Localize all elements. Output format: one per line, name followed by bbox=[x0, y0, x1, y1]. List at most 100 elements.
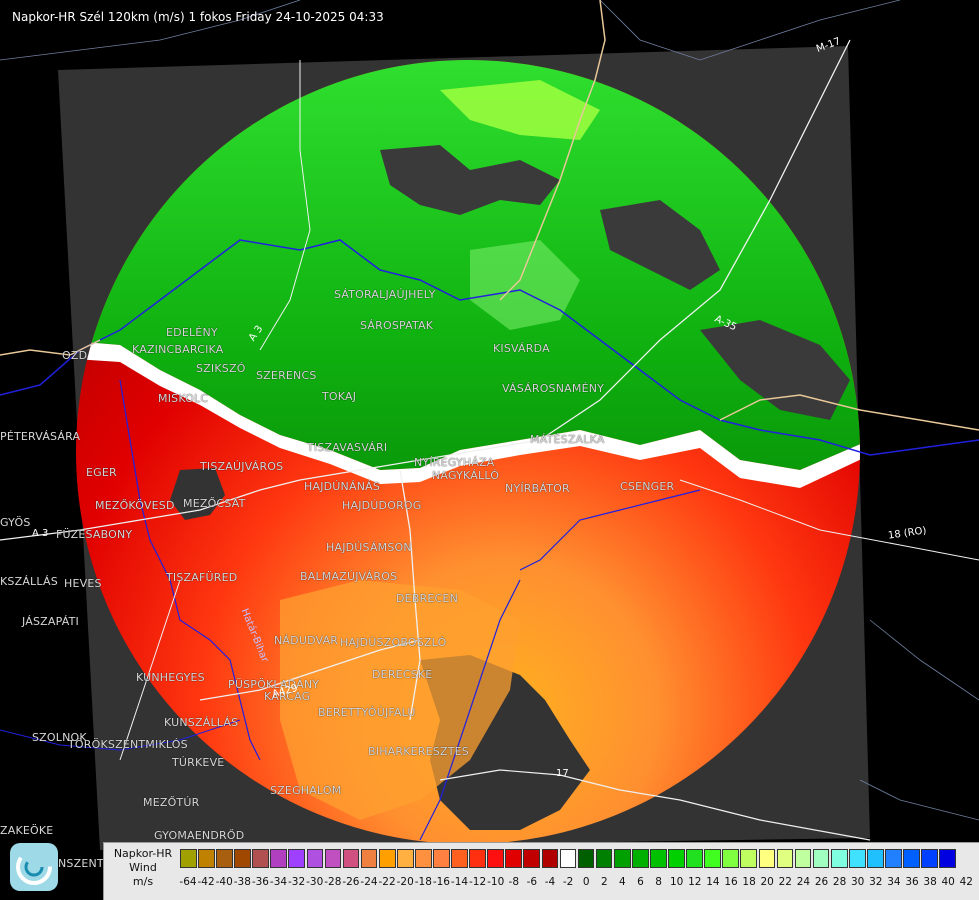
place-label: KISVÁRDA bbox=[493, 342, 550, 355]
place-label: SZIKSZÓ bbox=[196, 362, 246, 375]
legend-tick-label: -2 bbox=[562, 876, 574, 888]
legend-swatch bbox=[650, 849, 667, 868]
legend-tick-label: 30 bbox=[851, 876, 865, 888]
legend-swatch bbox=[324, 849, 342, 868]
legend-swatch bbox=[758, 849, 776, 868]
legend-tick-label: -20 bbox=[396, 876, 414, 888]
place-label: TOKAJ bbox=[322, 390, 357, 403]
road-line bbox=[399, 469, 421, 721]
legend-tick-label: -6 bbox=[526, 876, 538, 888]
legend-tick-label: -38 bbox=[233, 876, 251, 888]
legend-title-line: Napkor-HR bbox=[113, 847, 173, 860]
country-border-north bbox=[0, 339, 101, 356]
legend-tick-label: 16 bbox=[724, 876, 738, 888]
no-data-area bbox=[170, 468, 225, 520]
place-label: TÚRKEVE bbox=[172, 756, 225, 769]
place-label: PÜSPÖKLADÁNY bbox=[228, 678, 320, 691]
legend-swatch bbox=[342, 849, 360, 868]
legend-tick-label: -12 bbox=[469, 876, 487, 888]
legend-swatch bbox=[595, 849, 613, 868]
legend-swatch bbox=[939, 849, 956, 868]
legend-swatch bbox=[848, 849, 866, 868]
place-label: KAZINCBARCIKA bbox=[132, 343, 224, 356]
place-label: TISZAVASVÁRI bbox=[307, 441, 388, 454]
place-label: MEZŐTÚR bbox=[143, 796, 200, 809]
border-line bbox=[0, 239, 979, 456]
place-label: TÖRÖKSZENTMIKLÓS bbox=[68, 738, 188, 751]
road-line bbox=[259, 60, 311, 351]
place-label: FÜZESABONY bbox=[56, 528, 133, 541]
legend-swatch bbox=[469, 849, 486, 868]
legend-swatch bbox=[234, 849, 251, 868]
legend-tick-label: 26 bbox=[814, 876, 829, 888]
legend-tick-label: -16 bbox=[432, 876, 450, 888]
strong-outbound-area bbox=[280, 580, 520, 820]
place-label: HAJDÚSÁMSON bbox=[326, 541, 412, 554]
legend-swatch bbox=[306, 849, 324, 868]
road-label: 17 bbox=[556, 768, 569, 779]
legend-swatch bbox=[866, 849, 884, 868]
legend-tick-label: -42 bbox=[197, 876, 215, 888]
legend-title: Napkor-HR Wind m/s bbox=[108, 847, 178, 889]
place-label: ZAKEÖKE bbox=[0, 824, 54, 837]
place-label: BALMAZÚJVÁROS bbox=[300, 570, 398, 583]
legend-tick-label: 36 bbox=[905, 876, 919, 888]
inbound-wind-area bbox=[76, 60, 860, 470]
legend-swatch bbox=[396, 849, 414, 868]
legend-swatch bbox=[903, 849, 920, 868]
place-label: NYÍRBÁTOR bbox=[505, 482, 570, 495]
legend-tick-label: -34 bbox=[269, 876, 288, 888]
weather-service-logo bbox=[10, 843, 58, 891]
road-line bbox=[479, 39, 851, 451]
legend-tick-label: -36 bbox=[251, 876, 269, 888]
legend-tick-label: 32 bbox=[869, 876, 883, 888]
place-label: KUNSZÁLLÁS bbox=[164, 716, 239, 729]
legend-tick-label: -8 bbox=[508, 876, 520, 888]
legend-swatch bbox=[541, 849, 559, 868]
legend-tick-label: -28 bbox=[324, 876, 342, 888]
legend-tick-label: 12 bbox=[688, 876, 702, 888]
legend-tick-label: 40 bbox=[941, 876, 955, 888]
region-line bbox=[869, 619, 979, 701]
place-label: SÁROSPATAK bbox=[360, 319, 434, 332]
legend-tick-label: -40 bbox=[215, 876, 233, 888]
legend-tick-label: -32 bbox=[288, 876, 306, 888]
color-legend: Napkor-HR Wind m/s -64 -42 -40 -38 -36 -34 -32… bbox=[103, 842, 979, 900]
place-label: SZEGHALOM bbox=[270, 784, 342, 797]
place-label: HAJDÚNÁNÁS bbox=[304, 480, 381, 493]
legend-swatch bbox=[631, 849, 649, 868]
legend-swatch bbox=[613, 849, 631, 868]
place-label: NSZENTM bbox=[58, 857, 114, 870]
region-line bbox=[859, 779, 979, 821]
legend-swatch bbox=[180, 849, 197, 868]
place-label: MISKOLC bbox=[158, 392, 209, 405]
road-label: A 3 bbox=[32, 528, 49, 539]
legend-swatch bbox=[776, 849, 794, 868]
border-line bbox=[0, 719, 241, 751]
legend-swatch bbox=[487, 849, 505, 868]
legend-title-line: Wind bbox=[129, 861, 157, 874]
legend-tick-label: -4 bbox=[544, 876, 556, 888]
legend-swatch bbox=[740, 849, 758, 868]
legend-swatch bbox=[794, 849, 812, 868]
place-label: MEZŐKÖVESD bbox=[95, 499, 175, 512]
legend-swatches bbox=[180, 849, 957, 869]
place-label: VÁSÁROSNAMÉNY bbox=[502, 382, 605, 395]
legend-tick-label: 2 bbox=[600, 876, 608, 888]
legend-swatch bbox=[252, 849, 269, 868]
legend-tick-label: 34 bbox=[887, 876, 901, 888]
legend-swatch bbox=[722, 849, 740, 868]
border-line bbox=[419, 579, 521, 841]
legend-ticks: -64 -42 -40 -38 -36 -34 -32 -30 -28 -26 -24 -22 -20-… bbox=[179, 876, 979, 890]
place-label: HAJDÚSZOBOSZLÓ bbox=[340, 636, 447, 649]
place-label: EGER bbox=[86, 466, 117, 479]
road-line bbox=[0, 449, 481, 541]
legend-tick-label: 8 bbox=[655, 876, 662, 888]
place-label: SÁTORALJAÚJHELY bbox=[334, 288, 436, 301]
legend-swatch bbox=[198, 849, 215, 868]
legend-swatch bbox=[415, 849, 432, 868]
place-label: HEVES bbox=[64, 577, 102, 590]
region-line bbox=[599, 0, 901, 61]
place-label: GYOMAENDRŐD bbox=[154, 829, 245, 842]
